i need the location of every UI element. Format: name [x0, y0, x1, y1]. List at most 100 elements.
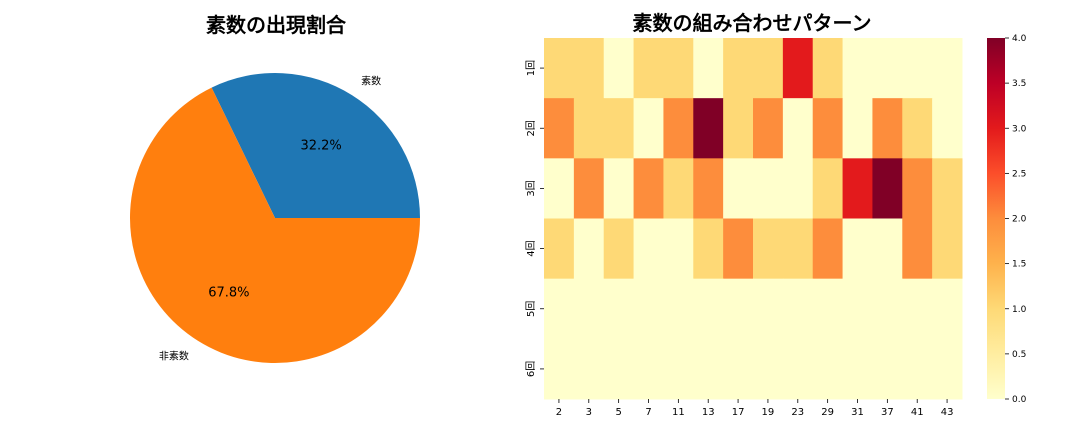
- colorbar-tick-label: 4.0: [1012, 34, 1027, 44]
- colorbar-tick-label: 1.0: [1012, 305, 1027, 315]
- colorbar-ticks: 0.0 0.5 1.0 1.5 2.0 2.5 3.0 3.5 4.0: [1005, 34, 1027, 405]
- colorbar-tick-label: 0.5: [1012, 350, 1026, 360]
- y-tick-label: 6回: [525, 361, 537, 377]
- x-tick-label: 37: [881, 407, 894, 418]
- pie-slices: [129, 73, 420, 363]
- heatmap-cell: [603, 98, 635, 159]
- heatmap-cell: [544, 38, 575, 99]
- heatmap-cell: [723, 38, 754, 99]
- heatmap-cell: [812, 98, 844, 159]
- heatmap-cell: [663, 338, 694, 400]
- heatmap-cell: [812, 278, 844, 340]
- pie-labels: 素数 32.2% 非素数 67.8%: [159, 74, 381, 362]
- heatmap-cell: [902, 338, 933, 400]
- heatmap-chart: 素数の組み合わせパターン 2 3 5 7 11 13 17 19 23 29 31 37 41 43 1回…: [525, 11, 963, 418]
- pie-pct-label-1: 67.8%: [208, 286, 249, 301]
- heatmap-cell: [544, 338, 575, 400]
- heatmap-cell: [842, 38, 873, 99]
- pie-slice-label-1: 非素数: [159, 350, 189, 363]
- heatmap-cell: [663, 218, 694, 280]
- pie-title: 素数の出現割合: [206, 13, 347, 37]
- heatmap-cell: [842, 278, 873, 340]
- colorbar-tick-label: 2.5: [1012, 169, 1026, 179]
- heatmap-cell: [573, 158, 605, 219]
- y-tick-label: 4回: [525, 240, 537, 256]
- heatmap-cell: [842, 98, 873, 159]
- heatmap-cell: [693, 338, 724, 400]
- colorbar-tick-label: 3.0: [1012, 124, 1027, 134]
- heatmap-cell: [782, 98, 814, 159]
- heatmap-cell: [932, 158, 963, 219]
- heatmap-cell: [573, 98, 605, 159]
- heatmap-cell: [753, 338, 784, 400]
- heatmap-cell: [663, 278, 694, 340]
- y-tick-label: 2回: [525, 120, 537, 136]
- heatmap-cell: [633, 38, 664, 99]
- heatmap-cell: [812, 38, 844, 99]
- heatmap-cell: [603, 218, 635, 280]
- x-tick-label: 11: [672, 407, 685, 418]
- x-tick-label: 2: [556, 407, 562, 418]
- heatmap-cell: [842, 338, 873, 400]
- heatmap-cell: [902, 98, 933, 159]
- colorbar-gradient: [987, 38, 1005, 399]
- heatmap-cell: [872, 98, 903, 159]
- heatmap-cell: [753, 158, 784, 219]
- heatmap-cell: [753, 38, 784, 99]
- heatmap-cell: [663, 158, 694, 219]
- heatmap-cell: [723, 158, 754, 219]
- pie-slice-1: [129, 87, 420, 363]
- heatmap-cell: [723, 98, 754, 159]
- pie-pct-label-0: 32.2%: [300, 138, 341, 153]
- heatmap-cell: [723, 278, 754, 340]
- heatmap-cell: [573, 338, 605, 400]
- heatmap-cell: [603, 158, 635, 219]
- x-tick-label: 19: [762, 407, 775, 418]
- heatmap-cell: [723, 338, 754, 400]
- heatmap-cell: [544, 98, 575, 159]
- x-tick-label: 31: [851, 407, 864, 418]
- heatmap-cell: [932, 38, 963, 99]
- heatmap-cell: [872, 338, 903, 400]
- colorbar-tick-label: 3.5: [1012, 79, 1026, 89]
- heatmap-cell: [544, 218, 575, 280]
- heatmap-cell: [932, 278, 963, 340]
- heatmap-cell: [753, 218, 784, 280]
- heatmap-title: 素数の組み合わせパターン: [633, 11, 872, 35]
- heatmap-cells: [544, 38, 963, 400]
- heatmap-cell: [782, 38, 814, 99]
- heatmap-cell: [902, 218, 933, 280]
- heatmap-cell: [902, 158, 933, 219]
- heatmap-cell: [693, 98, 724, 159]
- heatmap-cell: [693, 218, 724, 280]
- heatmap-cell: [872, 38, 903, 99]
- y-tick-label: 5回: [525, 301, 537, 317]
- heatmap-cell: [872, 158, 903, 219]
- heatmap-cell: [633, 158, 664, 219]
- heatmap-cell: [633, 218, 664, 280]
- heatmap-cell: [932, 218, 963, 280]
- colorbar: 0.0 0.5 1.0 1.5 2.0 2.5 3.0 3.5 4.0: [987, 34, 1027, 405]
- heatmap-cell: [932, 98, 963, 159]
- heatmap-cell: [573, 218, 605, 280]
- heatmap-cell: [782, 218, 814, 280]
- x-tick-label: 5: [615, 407, 621, 418]
- heatmap-cell: [753, 278, 784, 340]
- heatmap-cell: [872, 218, 903, 280]
- pie-slice-0: [211, 73, 420, 218]
- colorbar-tick-label: 1.5: [1012, 260, 1026, 270]
- heatmap-cell: [663, 38, 694, 99]
- heatmap-cell: [842, 158, 873, 219]
- heatmap-cell: [544, 278, 575, 340]
- x-tick-label: 13: [702, 407, 715, 418]
- colorbar-tick-label: 0.0: [1012, 395, 1027, 405]
- heatmap-cell: [872, 278, 903, 340]
- heatmap-cell: [663, 98, 694, 159]
- y-tick-label: 1回: [525, 60, 537, 76]
- x-tick-label: 41: [911, 407, 924, 418]
- x-tick-label: 3: [586, 407, 592, 418]
- heatmap-cell: [782, 158, 814, 219]
- heatmap-cell: [573, 278, 605, 340]
- heatmap-cell: [693, 158, 724, 219]
- heatmap-cell: [902, 38, 933, 99]
